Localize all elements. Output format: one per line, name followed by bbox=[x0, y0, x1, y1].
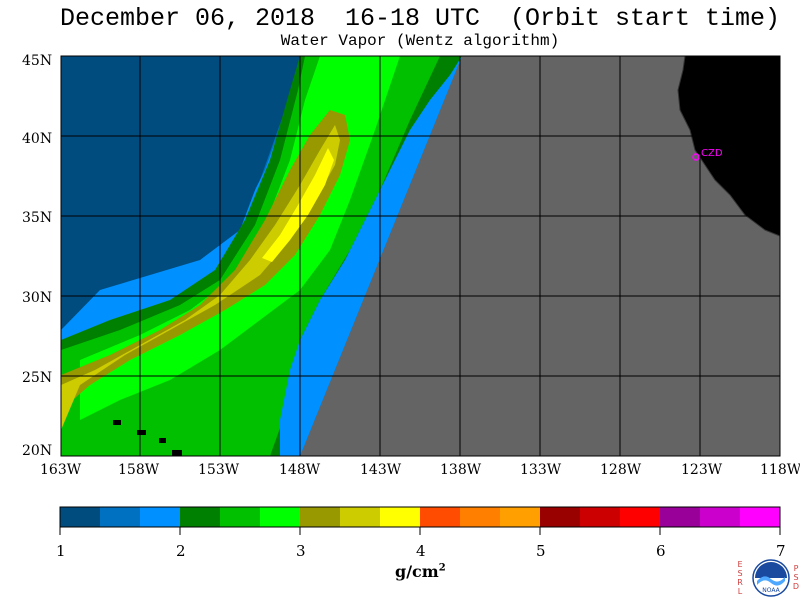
station-label: CZD bbox=[701, 148, 723, 159]
lat-label: 30N bbox=[22, 290, 52, 306]
swath-blue-strip bbox=[280, 56, 462, 456]
lon-label: 138W bbox=[440, 462, 482, 478]
station-marker bbox=[692, 153, 700, 161]
colorbar-swatch bbox=[260, 507, 301, 527]
colorbar-swatch bbox=[420, 507, 461, 527]
colorbar-units: g/cm2 bbox=[395, 562, 446, 581]
lat-label: 35N bbox=[22, 210, 52, 226]
colorbar-label: 1 bbox=[56, 542, 66, 560]
colorbar-swatch bbox=[660, 507, 701, 527]
island-hawaii bbox=[113, 420, 121, 425]
swath-deep-blue-fill bbox=[61, 56, 290, 330]
logo-letter: R bbox=[737, 578, 743, 587]
lon-label: 123W bbox=[681, 462, 723, 478]
lon-label: 128W bbox=[600, 462, 642, 478]
colorbar bbox=[60, 507, 781, 527]
colorbar-swatch bbox=[580, 507, 621, 527]
colorbar-labels: 1 2 3 4 5 6 7 bbox=[56, 542, 786, 560]
map-frame bbox=[60, 55, 781, 457]
colorbar-label: 3 bbox=[296, 542, 306, 560]
colorbar-label: 5 bbox=[536, 542, 546, 560]
lon-label: 133W bbox=[520, 462, 562, 478]
map-title: December 06, 2018 16-18 UTC (Orbit start… bbox=[59, 4, 781, 33]
logo-letter: P bbox=[793, 564, 799, 573]
map-gridlines bbox=[61, 56, 780, 456]
island-hawaii bbox=[159, 438, 166, 443]
lat-label: 40N bbox=[22, 131, 52, 147]
colorbar-swatch bbox=[340, 507, 381, 527]
island-hawaii bbox=[172, 450, 182, 456]
lat-label: 20N bbox=[22, 443, 52, 459]
noaa-emblem-icon: NOAA bbox=[752, 559, 790, 597]
swath-green-south bbox=[150, 375, 280, 456]
colorbar-swatch bbox=[60, 507, 101, 527]
logo-center-text: NOAA bbox=[762, 587, 780, 594]
lon-label: 153W bbox=[198, 462, 240, 478]
logo-letter: S bbox=[737, 569, 743, 578]
map-subtitle: Water Vapor (Wentz algorithm) bbox=[280, 32, 560, 50]
colorbar-swatch bbox=[700, 507, 741, 527]
colorbar-swatch bbox=[180, 507, 221, 527]
logo-letter: S bbox=[793, 573, 799, 582]
colorbar-swatch bbox=[100, 507, 141, 527]
colorbar-label: 4 bbox=[416, 542, 426, 560]
colorbar-label: 6 bbox=[656, 542, 666, 560]
colorbar-swatch bbox=[300, 507, 341, 527]
colorbar-swatch bbox=[460, 507, 501, 527]
map-plot-area: CZD bbox=[61, 56, 780, 456]
lon-label: 158W bbox=[118, 462, 160, 478]
lat-axis-labels: 45N 40N 35N 30N 25N 20N bbox=[22, 53, 52, 459]
colorbar-label: 7 bbox=[776, 542, 786, 560]
swath-olive bbox=[61, 110, 350, 410]
colorbar-swatch bbox=[740, 507, 781, 527]
island-hawaii bbox=[137, 430, 146, 435]
colorbar-swatch bbox=[500, 507, 541, 527]
noaa-esrl-psd-logo: E S R L NOAA P S D bbox=[736, 558, 800, 600]
colorbar-ticks bbox=[59, 527, 781, 535]
lon-label: 118W bbox=[760, 462, 800, 478]
colorbar-swatch bbox=[220, 507, 261, 527]
colorbar-swatch bbox=[620, 507, 661, 527]
lon-axis-labels: 163W 158W 153W 148W 143W 138W 133W 128W … bbox=[40, 462, 800, 478]
lon-label: 163W bbox=[40, 462, 82, 478]
colorbar-swatch bbox=[540, 507, 581, 527]
colorbar-swatch bbox=[140, 507, 181, 527]
lon-label: 148W bbox=[279, 462, 321, 478]
lat-label: 25N bbox=[22, 370, 52, 386]
land-california bbox=[678, 56, 780, 236]
logo-letter: E bbox=[737, 560, 743, 569]
logo-letter: D bbox=[792, 582, 800, 591]
swath-yellow bbox=[262, 148, 334, 262]
lon-label: 143W bbox=[360, 462, 402, 478]
lat-label: 45N bbox=[22, 53, 52, 69]
logo-letter: L bbox=[737, 587, 743, 596]
colorbar-swatch bbox=[380, 507, 421, 527]
colorbar-label: 2 bbox=[176, 542, 186, 560]
